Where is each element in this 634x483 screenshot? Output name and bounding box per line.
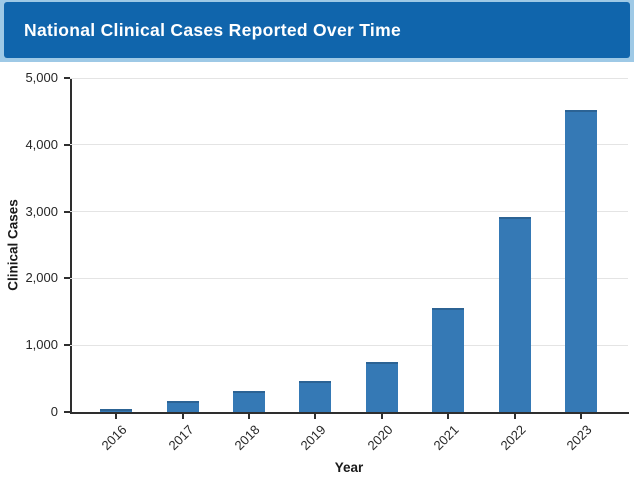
x-tick-mark bbox=[115, 414, 118, 419]
gridline bbox=[70, 344, 628, 346]
x-axis-title: Year bbox=[334, 460, 364, 475]
x-tick-label: 2017 bbox=[165, 422, 197, 454]
x-tick-mark bbox=[314, 414, 317, 419]
y-tick-label: 2,000 bbox=[25, 270, 58, 286]
y-tick-mark bbox=[64, 143, 70, 146]
gridline bbox=[70, 277, 628, 279]
plot-area: 0 1,000 2,000 3,000 4,000 5,000 2016 2017 2018 20… bbox=[0, 62, 634, 483]
y-tick-label: 3,000 bbox=[25, 203, 58, 219]
y-tick-mark bbox=[64, 77, 70, 79]
x-tick-mark bbox=[181, 414, 184, 419]
y-tick-label: 5,000 bbox=[25, 70, 58, 85]
x-tick-mark bbox=[380, 414, 383, 419]
gridline bbox=[70, 77, 628, 79]
y-tick-label: 4,000 bbox=[25, 136, 58, 152]
x-axis-line bbox=[70, 412, 629, 414]
y-tick-mark bbox=[64, 277, 70, 280]
bar-2021 bbox=[432, 308, 465, 412]
bar-2023 bbox=[565, 110, 597, 412]
bar-chart: 0 1,000 2,000 3,000 4,000 5,000 2016 2017 2018 20… bbox=[0, 62, 634, 483]
bar-2016 bbox=[100, 408, 133, 412]
x-tick-mark bbox=[513, 414, 516, 419]
x-tick-mark bbox=[447, 414, 450, 419]
bar-2019 bbox=[299, 380, 332, 412]
page-title: National Clinical Cases Reported Over Ti… bbox=[24, 19, 401, 40]
x-tick-label: 2023 bbox=[563, 422, 595, 454]
x-tick-mark bbox=[248, 414, 250, 419]
x-tick-label: 2021 bbox=[430, 422, 462, 454]
y-tick-mark bbox=[64, 210, 70, 213]
y-tick-mark bbox=[64, 344, 70, 347]
x-tick-mark bbox=[580, 414, 582, 419]
gridline bbox=[70, 144, 628, 146]
x-tick-label: 2016 bbox=[98, 422, 130, 454]
y-tick-label: 0 bbox=[50, 404, 58, 419]
bar-2022 bbox=[498, 216, 531, 412]
x-tick-label: 2020 bbox=[364, 422, 396, 454]
header-bar: National Clinical Cases Reported Over Ti… bbox=[0, 0, 634, 62]
y-axis-line bbox=[70, 78, 72, 412]
bar-2018 bbox=[233, 390, 265, 412]
gridline bbox=[70, 211, 628, 213]
x-tick-label: 2019 bbox=[297, 422, 329, 454]
x-tick-label: 2018 bbox=[231, 422, 263, 454]
y-axis-title: Clinical Cases bbox=[5, 199, 21, 291]
y-tick-label: 1,000 bbox=[25, 337, 58, 353]
bar-2020 bbox=[365, 361, 398, 412]
header-inner: National Clinical Cases Reported Over Ti… bbox=[4, 2, 630, 58]
bar-2017 bbox=[166, 401, 199, 412]
y-tick-mark bbox=[64, 411, 70, 413]
x-tick-label: 2022 bbox=[497, 422, 529, 454]
